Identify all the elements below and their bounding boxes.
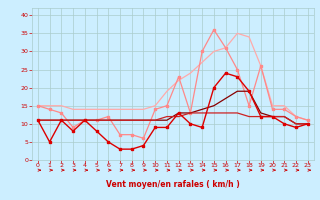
X-axis label: Vent moyen/en rafales ( km/h ): Vent moyen/en rafales ( km/h ) [106,180,240,189]
